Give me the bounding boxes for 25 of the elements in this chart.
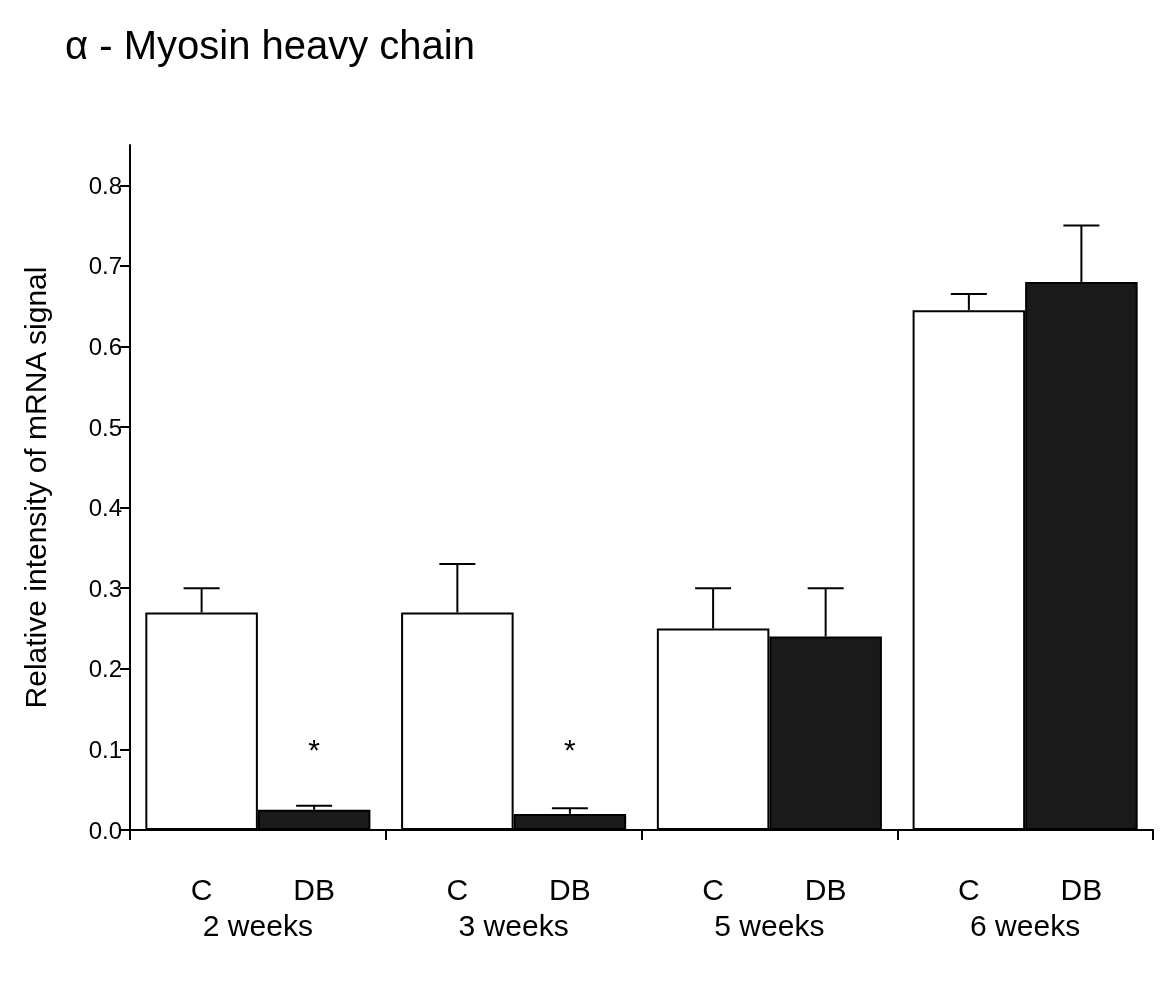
annotation: * [564,732,577,766]
x-tick-label: 2 weeks [202,908,313,942]
y-tick-label: 0.0 [88,816,122,844]
series-label: C [190,872,213,906]
annotation: * [308,732,321,766]
y-tick-label: 0.1 [88,735,122,763]
x-tick-label: 3 weeks [458,908,569,942]
y-tick-label: 0.5 [88,413,122,441]
y-tick-label: 0.6 [88,332,122,360]
y-tick-label: 0.2 [88,655,122,683]
x-tick-label: 6 weeks [970,908,1081,942]
text: DB [549,872,591,906]
text: C [446,872,469,906]
series-label: DB [293,872,335,906]
text: C [958,872,980,906]
chart-title: α - Myosin heavy chain [65,23,475,67]
text: DB [804,872,847,906]
text: C [702,872,724,906]
y-tick-label: 0.8 [88,171,122,199]
y-tick-label: 0.4 [88,494,122,522]
y-axis-title: Relative intensity of mRNA signal [18,266,52,709]
y-tick-label: 0.3 [88,574,122,602]
x-tick-label: 5 weeks [714,908,825,942]
y-tick-label: 0.7 [88,252,122,280]
text: DB [1060,872,1103,906]
